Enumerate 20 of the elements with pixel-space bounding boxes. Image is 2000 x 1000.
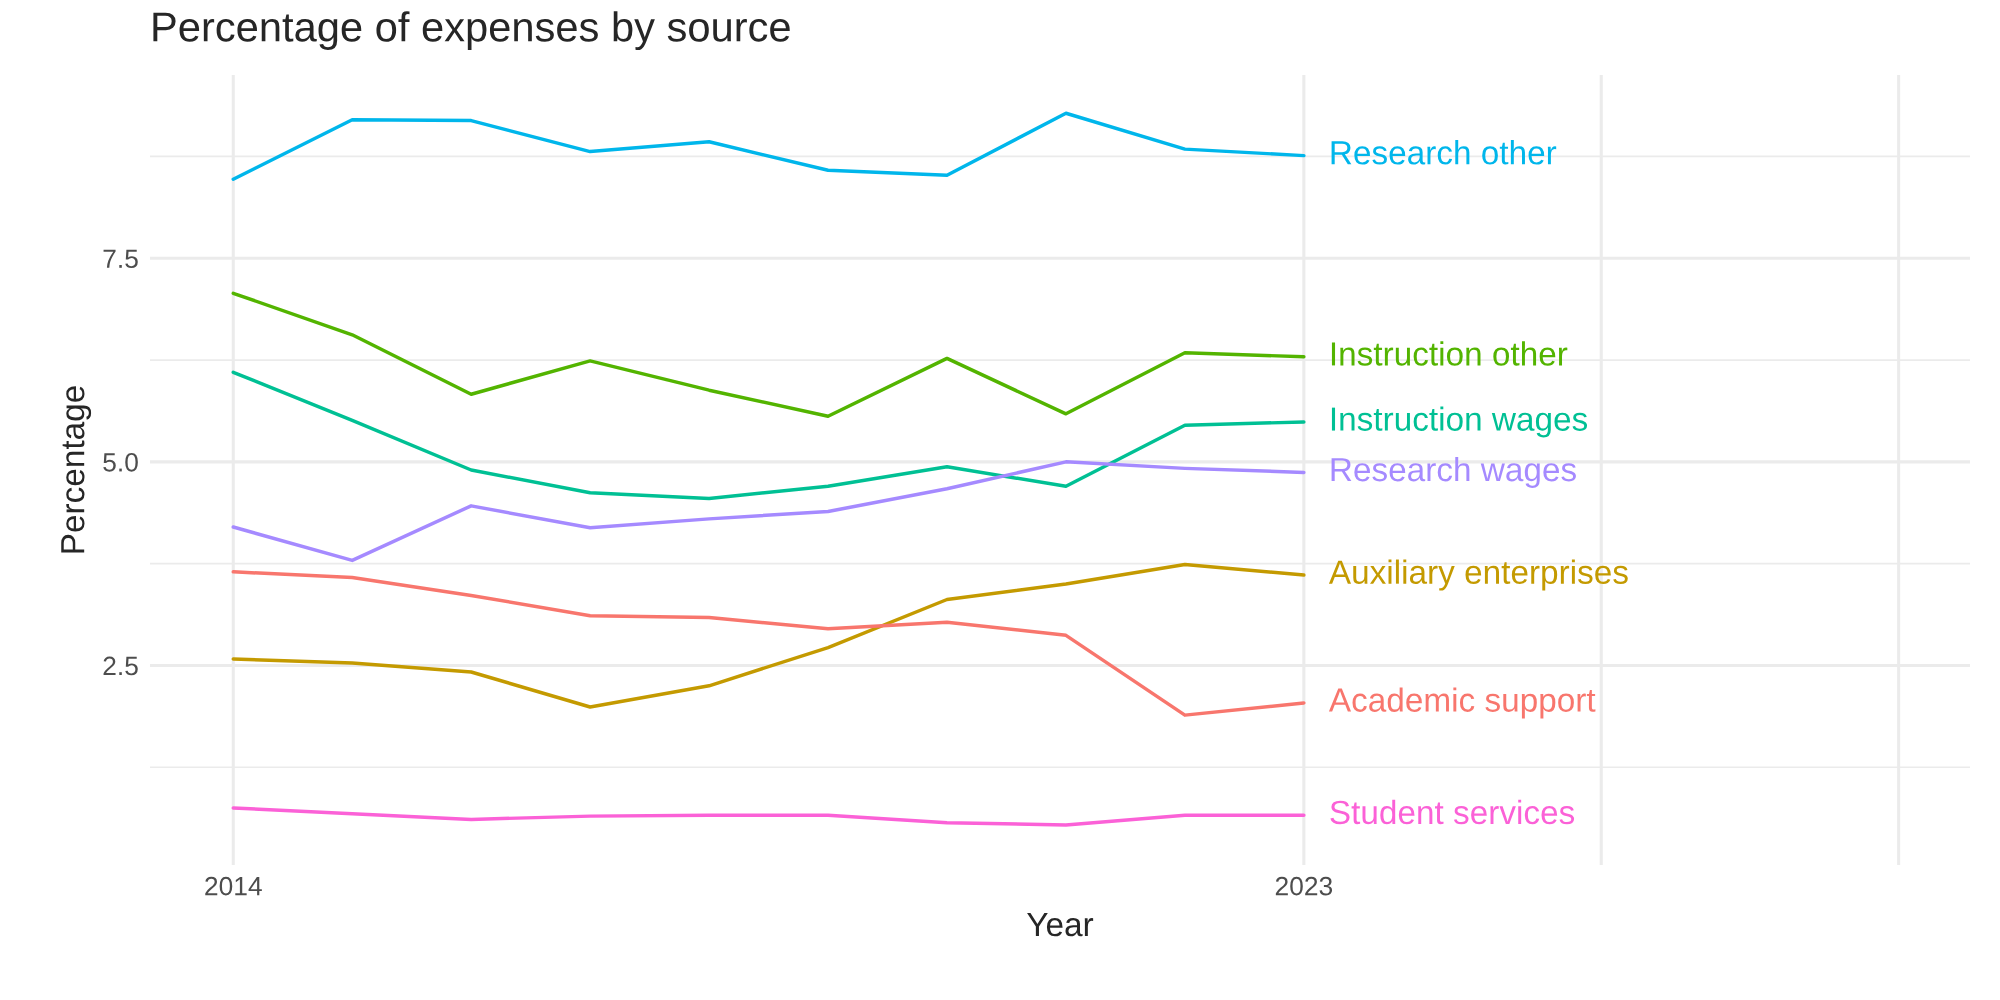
series-label: Instruction other (1331, 341, 1568, 366)
line-series (231, 111, 1306, 181)
x-tick-label: 2023 (1275, 876, 1333, 896)
y-tick-label: 2.5 (103, 656, 138, 676)
series-label: Auxiliary enterprises (1328, 559, 1628, 591)
line-series (231, 806, 1306, 827)
series-label: Academic support (1328, 687, 1596, 719)
line-series (231, 460, 1306, 563)
x-axis-title: Year (1027, 913, 1094, 937)
chart-title: Percentage of expenses by source (153, 11, 790, 50)
line-series (231, 370, 1306, 501)
series-label: Research other (1331, 140, 1557, 165)
series-label: Student services (1330, 799, 1575, 825)
y-tick-label: 7.5 (103, 249, 138, 269)
y-axis-title: Percentage (61, 386, 92, 553)
x-tick-label: 2014 (205, 876, 262, 896)
series-label: Instruction wages (1331, 406, 1588, 438)
y-tick-label: 5.0 (103, 452, 138, 472)
line-series (231, 291, 1306, 418)
series-label: Research wages (1331, 456, 1576, 488)
